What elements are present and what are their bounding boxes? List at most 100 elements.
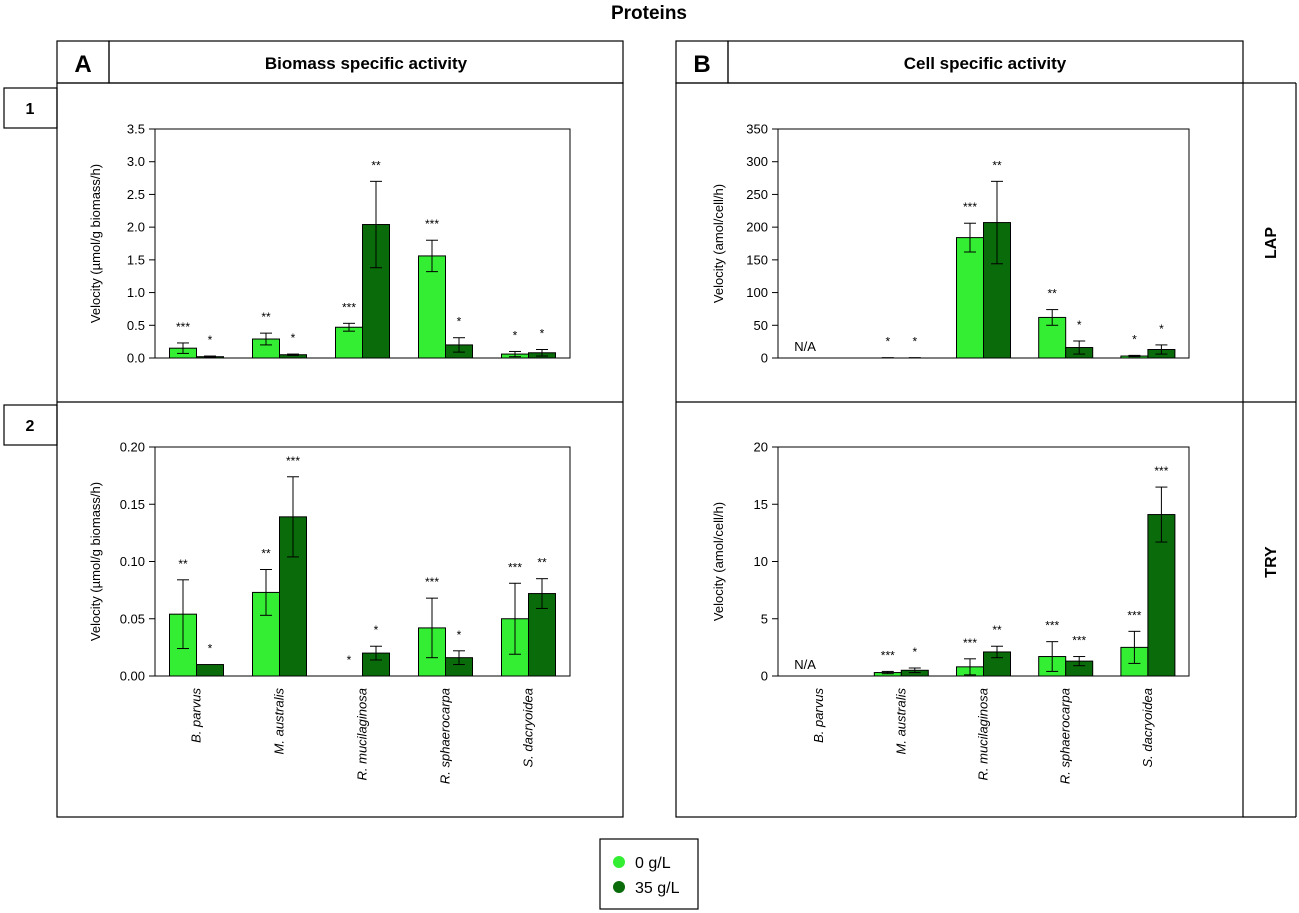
category-label-m-australis: M. australis <box>893 688 908 755</box>
significance-label: *** <box>342 300 356 314</box>
category-label-r-mucilaginosa: R. mucilaginosa <box>976 688 991 781</box>
significance-label: * <box>885 335 890 349</box>
significance-label: * <box>208 333 213 347</box>
chart-biomass-try: 0.00 0.05 0.10 0.15 0.20 Velocity (µmol/g bio… <box>88 440 571 784</box>
column-a-frame <box>56 82 624 818</box>
significance-label: ** <box>992 158 1002 172</box>
significance-label: ** <box>261 547 271 561</box>
y-axis-label: Velocity (µmol/g biomass/h) <box>88 164 103 323</box>
category-label-b-parvus: B. parvus <box>811 688 826 743</box>
y-tick-label: 15 <box>754 497 768 512</box>
y-tick-label: 300 <box>746 154 768 169</box>
significance-label: ** <box>261 310 271 324</box>
row-1-number: 1 <box>26 101 35 118</box>
column-b-frame <box>675 82 1244 818</box>
significance-label: * <box>912 335 917 349</box>
column-b-letter: B <box>693 51 710 78</box>
y-tick-label: 0.5 <box>127 318 145 333</box>
y-tick-label: 0.20 <box>120 440 145 455</box>
significance-label: *** <box>286 454 300 468</box>
significance-label: ** <box>992 623 1002 637</box>
significance-label: * <box>457 628 462 642</box>
y-tick-label: 2.5 <box>127 187 145 202</box>
y-tick-label: 5 <box>761 611 768 626</box>
category-label-r-sphaerocarpa: R. sphaerocarpa <box>1058 688 1073 784</box>
y-tick-label: 100 <box>746 285 768 300</box>
category-label-s-dacryoidea: S. dacryoidea <box>521 688 536 768</box>
bar-35-g-l-b-parvus <box>196 664 224 677</box>
significance-label: *** <box>1127 608 1141 622</box>
significance-label: ** <box>1048 287 1058 301</box>
y-tick-label: 2.0 <box>127 220 145 235</box>
chart-cell-try: 0 5 10 15 20 Velocity (amol/cell/h) N/A B. parv… <box>711 440 1190 784</box>
y-tick-label: 20 <box>754 440 768 455</box>
chart-cell-lap: 0 50 100 150 200 250 300 350 Velocity (amol/cell… <box>711 122 1190 366</box>
significance-label: * <box>291 331 296 345</box>
significance-label: * <box>347 653 352 667</box>
column-a-letter: A <box>74 51 91 78</box>
significance-label: * <box>540 326 545 340</box>
y-tick-label: 0.00 <box>120 669 145 684</box>
y-tick-label: 0 <box>761 351 768 366</box>
legend-dot-0-g-l <box>613 856 625 868</box>
y-tick-label: 3.5 <box>127 122 145 137</box>
y-tick-label: 50 <box>754 318 768 333</box>
category-label-r-mucilaginosa: R. mucilaginosa <box>355 688 370 781</box>
bar-0-g-l-r-sphaerocarpa <box>418 255 446 359</box>
y-tick-label: 0.0 <box>127 351 145 366</box>
bar-0-g-l-r-mucilaginosa <box>956 237 984 359</box>
plot-area <box>777 446 1190 677</box>
y-tick-label: 0.15 <box>120 497 145 512</box>
significance-label: * <box>374 623 379 637</box>
y-axis-label: Velocity (µmol/g biomass/h) <box>88 482 103 641</box>
legend-dot-35-g-l <box>613 881 625 893</box>
row-2-number: 2 <box>26 418 35 435</box>
y-tick-label: 200 <box>746 220 768 235</box>
y-tick-label: 0 <box>761 669 768 684</box>
significance-label: *** <box>963 636 977 650</box>
category-label-m-australis: M. australis <box>272 688 287 755</box>
row-label-lap: LAP <box>1263 227 1280 259</box>
significance-label: *** <box>963 200 977 214</box>
significance-label: *** <box>1072 634 1086 648</box>
significance-label: *** <box>1154 464 1168 478</box>
legend-label-0-g-l: 0 g/L <box>635 855 671 872</box>
significance-label: ** <box>371 158 381 172</box>
significance-label: * <box>208 642 213 656</box>
significance-label: *** <box>881 648 895 662</box>
column-b-title: Cell specific activity <box>904 54 1067 73</box>
significance-label: *** <box>176 320 190 334</box>
significance-label: ** <box>537 556 547 570</box>
y-axis-label: Velocity (amol/cell/h) <box>711 502 726 621</box>
y-tick-label: 350 <box>746 122 768 137</box>
y-tick-label: 1.5 <box>127 252 145 267</box>
na-label: N/A <box>794 657 816 672</box>
bar-35-g-l-s-dacryoidea <box>528 593 556 677</box>
significance-label: *** <box>425 217 439 231</box>
significance-label: *** <box>508 560 522 574</box>
y-axis-label: Velocity (amol/cell/h) <box>711 184 726 303</box>
y-tick-label: 0.05 <box>120 611 145 626</box>
category-label-b-parvus: B. parvus <box>189 688 204 743</box>
y-tick-label: 0.10 <box>120 554 145 569</box>
significance-label: *** <box>425 575 439 589</box>
significance-label: * <box>513 328 518 342</box>
chart-biomass-lap: 0.0 0.5 1.0 1.5 2.0 2.5 3.0 3.5 Velocity (µmol/g… <box>88 122 571 366</box>
significance-label: * <box>1159 322 1164 336</box>
category-label-s-dacryoidea: S. dacryoidea <box>1140 688 1155 768</box>
row-label-try: TRY <box>1263 546 1280 578</box>
significance-label: * <box>1077 318 1082 332</box>
legend-label-35-g-l: 35 g/L <box>635 880 680 897</box>
y-tick-label: 250 <box>746 187 768 202</box>
legend: 0 g/L 35 g/L <box>599 838 699 910</box>
category-label-r-sphaerocarpa: R. sphaerocarpa <box>438 688 453 784</box>
significance-label: * <box>457 315 462 329</box>
na-label: N/A <box>794 339 816 354</box>
figure-title: Proteins <box>611 3 687 24</box>
y-tick-label: 150 <box>746 252 768 267</box>
legend-box <box>599 838 699 910</box>
y-tick-label: 10 <box>754 554 768 569</box>
bar-0-g-l-r-mucilaginosa <box>335 326 363 359</box>
column-a-title: Biomass specific activity <box>265 54 468 73</box>
